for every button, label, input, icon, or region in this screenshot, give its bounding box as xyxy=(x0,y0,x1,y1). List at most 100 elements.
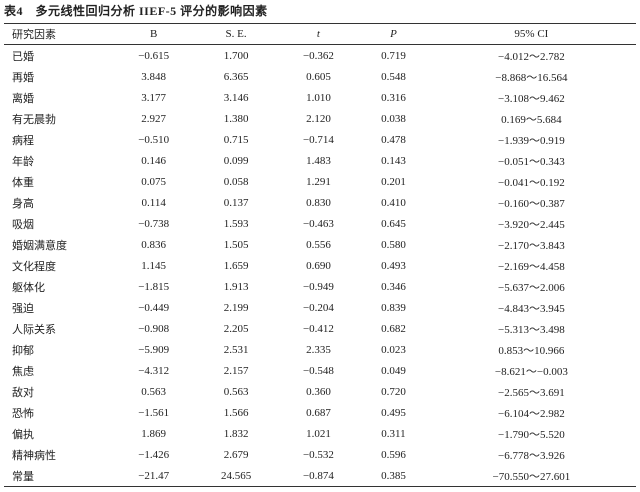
table-cell: 0.099 xyxy=(223,154,249,167)
table-cell: 1.483 xyxy=(306,154,331,167)
table-cell: −0.738 xyxy=(138,217,170,230)
table-cell: 0.493 xyxy=(381,259,406,272)
table-cell: −70.550～27.601 xyxy=(492,470,571,483)
table-row: 常量 −21.47 24.565 −0.874 0.385 −70.550～27.601 xyxy=(4,465,636,487)
table-cell: −1.939～0.919 xyxy=(498,134,565,147)
table-cell: 0.839 xyxy=(381,301,406,314)
table-cell: −0.874 xyxy=(302,469,334,482)
table-cell: −0.463 xyxy=(302,217,334,230)
table-title: 表4 多元线性回归分析 IIEF-5 评分的影响因素 xyxy=(4,4,268,18)
table-cell: 0.830 xyxy=(306,196,331,209)
table-row: 精神病性 −1.426 2.679 −0.532 0.596 −6.778～3.926 xyxy=(4,444,636,465)
table-cell: −0.412 xyxy=(302,322,334,335)
table-cell: 0.311 xyxy=(381,427,406,440)
table-row: 再婚 3.848 6.365 0.605 0.548 −8.868～16.564 xyxy=(4,66,636,87)
table-cell: 1.145 xyxy=(141,259,167,272)
table-row: 体重 0.075 0.058 1.291 0.201 −0.041～0.192 xyxy=(4,171,636,192)
table-cell: 0.049 xyxy=(381,364,406,377)
table-cell: 2.205 xyxy=(223,322,249,335)
row-label: 年龄 xyxy=(12,155,34,168)
row-label: 文化程度 xyxy=(12,260,56,273)
table-row: 吸烟 −0.738 1.593 −0.463 0.645 −3.920～2.445 xyxy=(4,213,636,234)
table-cell: 0.038 xyxy=(381,112,406,125)
row-label: 再婚 xyxy=(12,71,34,84)
table-row: 婚姻满意度 0.836 1.505 0.556 0.580 −2.170～3.843 xyxy=(4,234,636,255)
table-row: 焦虑 −4.312 2.157 −0.548 0.049 −8.621～−0.003 xyxy=(4,360,636,381)
row-label: 恐怖 xyxy=(12,407,34,420)
table-row: 人际关系 −0.908 2.205 −0.412 0.682 −5.313～3.498 xyxy=(4,318,636,339)
table-cell: 0.596 xyxy=(381,448,406,461)
header-row: 研究因素 B S. E. t P 95% CI xyxy=(4,23,636,45)
table-cell: 0.478 xyxy=(381,133,406,146)
table-cell: 0.556 xyxy=(306,238,331,251)
row-label: 吸烟 xyxy=(12,218,34,231)
table-cell: 0.385 xyxy=(381,469,406,482)
column-header: t xyxy=(316,28,320,40)
row-label: 病程 xyxy=(12,134,34,147)
table-cell: 1.021 xyxy=(306,427,331,440)
table-row: 文化程度 1.145 1.659 0.690 0.493 −2.169～4.458 xyxy=(4,255,636,276)
row-label: 已婚 xyxy=(12,50,34,63)
table-cell: 0.563 xyxy=(141,385,167,398)
table-cell: −0.949 xyxy=(302,280,334,293)
table-cell: 0.836 xyxy=(141,238,167,251)
table-cell: 1.291 xyxy=(306,175,331,188)
table-cell: 3.848 xyxy=(141,70,167,83)
table-cell: −5.637～2.006 xyxy=(498,281,565,294)
table-cell: 0.687 xyxy=(306,406,331,419)
table-cell: 0.360 xyxy=(306,385,331,398)
table-cell: 0.201 xyxy=(381,175,406,188)
table-cell: −0.615 xyxy=(138,49,170,62)
table-row: 病程 −0.510 0.715 −0.714 0.478 −1.939～0.919 xyxy=(4,129,636,150)
table-row: 恐怖 −1.561 1.566 0.687 0.495 −6.104～2.982 xyxy=(4,402,636,423)
table-row: 抑郁 −5.909 2.531 2.335 0.023 0.853～10.966 xyxy=(4,339,636,360)
table-row: 离婚 3.177 3.146 1.010 0.316 −3.108～9.462 xyxy=(4,87,636,108)
table-cell: 0.580 xyxy=(381,238,406,251)
table-row: 已婚 −0.615 1.700 −0.362 0.719 −4.012～2.782 xyxy=(4,45,636,67)
table-cell: 0.346 xyxy=(381,280,406,293)
table-cell: 1.505 xyxy=(223,238,249,251)
table-cell: −6.104～2.982 xyxy=(498,407,565,420)
table-cell: −3.920～2.445 xyxy=(498,218,565,231)
table-cell: −8.868～16.564 xyxy=(495,71,568,84)
row-label: 常量 xyxy=(12,470,34,483)
table-row: 身高 0.114 0.137 0.830 0.410 −0.160～0.387 xyxy=(4,192,636,213)
row-label: 焦虑 xyxy=(12,365,34,378)
table-cell: 0.719 xyxy=(381,49,406,62)
table-cell: −0.160～0.387 xyxy=(498,197,565,210)
table-cell: −1.815 xyxy=(138,280,170,293)
table-cell: 0.316 xyxy=(381,91,406,104)
table-row: 有无晨勃 2.927 1.380 2.120 0.038 0.169～5.684 xyxy=(4,108,636,129)
table-cell: −0.548 xyxy=(302,364,334,377)
table-cell: 2.199 xyxy=(223,301,249,314)
table-cell: 1.869 xyxy=(141,427,167,440)
table-cell: 2.927 xyxy=(141,112,167,125)
table-cell: 2.531 xyxy=(223,343,249,356)
table-cell: −0.204 xyxy=(302,301,334,314)
table-row: 强迫 −0.449 2.199 −0.204 0.839 −4.843～3.945 xyxy=(4,297,636,318)
table-cell: −0.908 xyxy=(138,322,170,335)
table-cell: −4.843～3.945 xyxy=(498,302,565,315)
table-cell: −1.790～5.520 xyxy=(498,428,565,441)
table-cell: −0.362 xyxy=(302,49,334,62)
table-cell: 2.157 xyxy=(223,364,249,377)
table-cell: −1.426 xyxy=(138,448,170,461)
row-label: 离婚 xyxy=(12,92,34,105)
table-cell: 0.137 xyxy=(223,196,249,209)
table-cell: 6.365 xyxy=(223,70,249,83)
table-cell: −0.532 xyxy=(302,448,334,461)
table-header: 研究因素 B S. E. t P 95% CI xyxy=(4,23,636,45)
row-label: 强迫 xyxy=(12,302,34,315)
column-header: P xyxy=(390,28,397,40)
row-label: 有无晨勃 xyxy=(12,113,56,126)
table-cell: −6.778～3.926 xyxy=(498,449,565,462)
row-label: 体重 xyxy=(12,176,34,189)
table-cell: 0.690 xyxy=(306,259,331,272)
table-cell: −5.313～3.498 xyxy=(498,323,565,336)
table-cell: 0.114 xyxy=(141,196,166,209)
table-cell: −2.170～3.843 xyxy=(498,239,565,252)
table-cell: 0.075 xyxy=(141,175,167,188)
table-cell: −5.909 xyxy=(138,343,170,356)
table-row: 年龄 0.146 0.099 1.483 0.143 −0.051～0.343 xyxy=(4,150,636,171)
table-cell: 0.645 xyxy=(381,217,406,230)
